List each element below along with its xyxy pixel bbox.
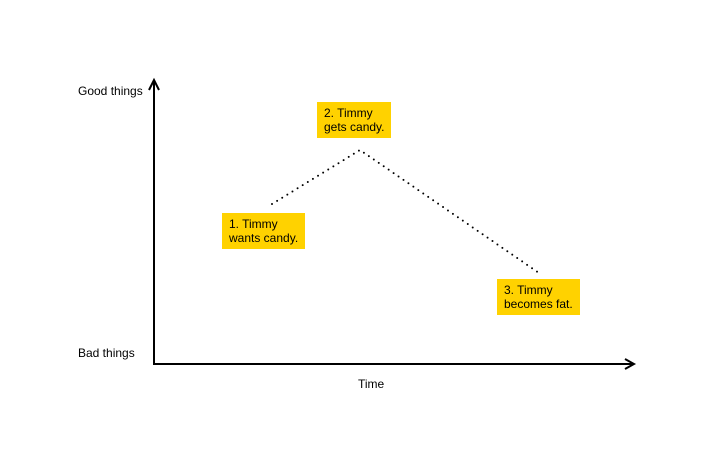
event-note-1-line1: 1. Timmy <box>229 217 278 231</box>
y-axis-top-label: Good things <box>78 84 143 98</box>
x-axis-label: Time <box>358 377 385 391</box>
event-note-1-line2: wants candy. <box>229 231 299 245</box>
event-note-3: 3. Timmy becomes fat. <box>497 279 580 315</box>
event-note-1: 1. Timmy wants candy. <box>222 213 306 249</box>
event-note-3-line1: 3. Timmy <box>504 283 553 297</box>
x-axis-arrowhead <box>624 358 637 370</box>
y-axis-arrowhead <box>148 77 160 91</box>
story-path-dotted-line <box>271 148 540 274</box>
event-note-2-line2: gets candy. <box>324 120 385 134</box>
event-note-2: 2. Timmy gets candy. <box>317 102 392 138</box>
event-note-2-line1: 2. Timmy <box>324 106 373 120</box>
y-axis-bottom-label: Bad things <box>78 346 135 360</box>
event-note-3-line2: becomes fat. <box>504 297 573 311</box>
